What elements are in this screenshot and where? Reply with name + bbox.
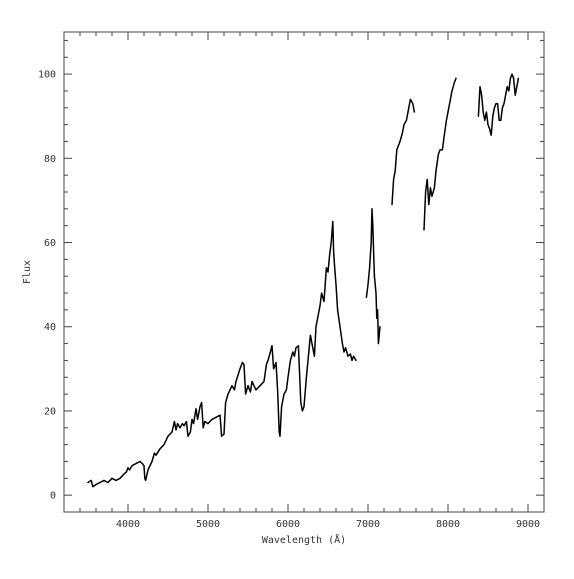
x-tick-label: 8000 <box>436 519 460 530</box>
x-tick-label: 7000 <box>356 519 380 530</box>
y-tick-label: 20 <box>44 406 56 417</box>
spectrum-segment-4 <box>423 77 457 231</box>
spectrum-segment-2 <box>365 208 381 345</box>
y-tick-label: 80 <box>44 154 56 165</box>
y-tick-label: 40 <box>44 322 56 333</box>
y-tick-label: 0 <box>50 491 56 502</box>
y-tick-label: 60 <box>44 238 56 249</box>
x-tick-label: 6000 <box>276 519 300 530</box>
x-tick-label: 9000 <box>516 519 540 530</box>
spectrum-segment-5 <box>477 73 520 136</box>
y-tick-label: 100 <box>38 70 56 81</box>
ticks-layer: 4000 5000 6000 7000 8000 9000 0 20 40 60 80 100 <box>38 32 545 530</box>
plot-frame <box>63 31 545 513</box>
x-axis-title: Wavelength (Å) <box>262 533 346 546</box>
series-layer <box>87 73 520 488</box>
x-tick-label: 5000 <box>196 519 220 530</box>
x-tick-label: 4000 <box>116 519 140 530</box>
spectrum-segment-1 <box>87 220 357 488</box>
y-axis-title: Flux <box>22 260 33 284</box>
spectrum-segment-3 <box>391 98 416 206</box>
